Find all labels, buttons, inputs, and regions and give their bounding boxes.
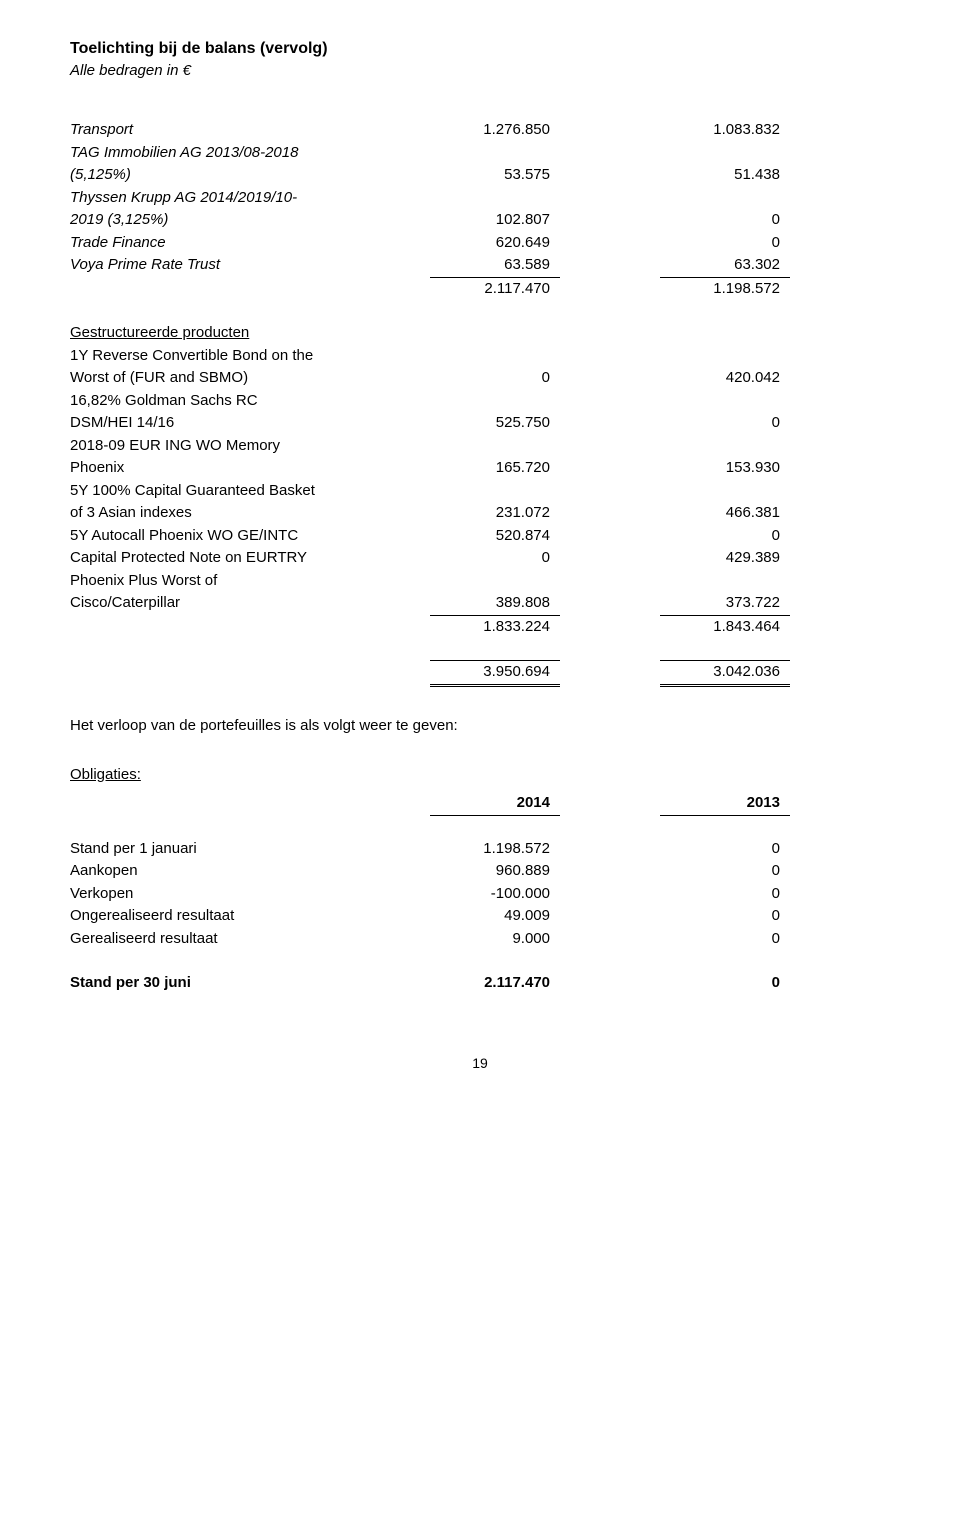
row-label: Thyssen Krupp AG 2014/2019/10- xyxy=(70,187,430,210)
row-val1: -100.000 xyxy=(430,883,560,906)
row-label: 5Y 100% Capital Guaranteed Basket xyxy=(70,480,430,503)
row-val2: 0 xyxy=(660,905,790,928)
row-val1: 1.276.850 xyxy=(430,119,560,142)
row-val1: 620.649 xyxy=(430,232,560,255)
row-label: Ongerealiseerd resultaat xyxy=(70,905,430,928)
row-val1: 49.009 xyxy=(430,905,560,928)
section-heading: Obligaties: xyxy=(70,764,430,787)
row-val2: 63.302 xyxy=(660,254,790,278)
row-val2: 0 xyxy=(660,928,790,951)
section-obligaties: Obligaties: 2014 2013 Stand per 1 januar… xyxy=(70,764,890,995)
total-val1: 2.117.470 xyxy=(430,972,560,995)
col-head-1: 2014 xyxy=(430,792,560,816)
row-label: Phoenix xyxy=(70,457,430,480)
page-number: 19 xyxy=(70,1055,890,1071)
row-label: Phoenix Plus Worst of xyxy=(70,570,430,593)
paragraph: Het verloop van de portefeuilles is als … xyxy=(70,717,890,734)
row-val2: 153.930 xyxy=(660,457,790,480)
row-label: Cisco/Caterpillar xyxy=(70,592,430,616)
row-val2: 373.722 xyxy=(660,592,790,616)
row-label: Voya Prime Rate Trust xyxy=(70,254,430,278)
page-subtitle: Alle bedragen in € xyxy=(70,62,890,79)
row-val1: 102.807 xyxy=(430,209,560,232)
grandtotal-val2: 3.042.036 xyxy=(660,660,790,687)
row-label: Aankopen xyxy=(70,860,430,883)
subtotal-val1: 1.833.224 xyxy=(430,616,560,639)
row-val1: 0 xyxy=(430,547,560,570)
total-label: Stand per 30 juni xyxy=(70,972,430,995)
subtotal-val1: 2.117.470 xyxy=(430,278,560,301)
section-heading: Gestructureerde producten xyxy=(70,322,430,345)
row-val2: 0 xyxy=(660,412,790,435)
row-val1: 525.750 xyxy=(430,412,560,435)
row-val2: 0 xyxy=(660,525,790,548)
row-val2: 1.083.832 xyxy=(660,119,790,142)
section-structured: Gestructureerde producten 1Y Reverse Con… xyxy=(70,322,890,687)
row-val1: 960.889 xyxy=(430,860,560,883)
row-label: Transport xyxy=(70,119,430,142)
row-label: Trade Finance xyxy=(70,232,430,255)
row-val1: 1.198.572 xyxy=(430,838,560,861)
row-label: 1Y Reverse Convertible Bond on the xyxy=(70,345,430,368)
row-label: 16,82% Goldman Sachs RC xyxy=(70,390,430,413)
row-val2: 0 xyxy=(660,209,790,232)
col-head-2: 2013 xyxy=(660,792,790,816)
row-val2: 0 xyxy=(660,860,790,883)
row-label: DSM/HEI 14/16 xyxy=(70,412,430,435)
row-val1: 231.072 xyxy=(430,502,560,525)
row-val1: 389.808 xyxy=(430,592,560,616)
row-val2: 466.381 xyxy=(660,502,790,525)
row-label: Gerealiseerd resultaat xyxy=(70,928,430,951)
row-label: TAG Immobilien AG 2013/08-2018 xyxy=(70,142,430,165)
row-val1: 520.874 xyxy=(430,525,560,548)
row-val1: 9.000 xyxy=(430,928,560,951)
section-transport: Transport 1.276.850 1.083.832 TAG Immobi… xyxy=(70,119,890,300)
subtotal-val2: 1.843.464 xyxy=(660,616,790,639)
grandtotal-val1: 3.950.694 xyxy=(430,660,560,687)
row-val2: 429.389 xyxy=(660,547,790,570)
subtotal-val2: 1.198.572 xyxy=(660,278,790,301)
row-val1: 0 xyxy=(430,367,560,390)
row-val1: 63.589 xyxy=(430,254,560,278)
row-val2: 51.438 xyxy=(660,164,790,187)
row-val2: 0 xyxy=(660,838,790,861)
row-val2: 0 xyxy=(660,883,790,906)
row-label: (5,125%) xyxy=(70,164,430,187)
row-val1: 53.575 xyxy=(430,164,560,187)
row-label: Stand per 1 januari xyxy=(70,838,430,861)
row-label: 2019 (3,125%) xyxy=(70,209,430,232)
row-val1: 165.720 xyxy=(430,457,560,480)
row-label: Capital Protected Note on EURTRY xyxy=(70,547,430,570)
row-label: 2018-09 EUR ING WO Memory xyxy=(70,435,430,458)
row-label: 5Y Autocall Phoenix WO GE/INTC xyxy=(70,525,430,548)
page-title: Toelichting bij de balans (vervolg) xyxy=(70,40,890,58)
row-val2: 0 xyxy=(660,232,790,255)
row-label: Worst of (FUR and SBMO) xyxy=(70,367,430,390)
row-label: Verkopen xyxy=(70,883,430,906)
total-val2: 0 xyxy=(660,972,790,995)
row-label: of 3 Asian indexes xyxy=(70,502,430,525)
row-val2: 420.042 xyxy=(660,367,790,390)
